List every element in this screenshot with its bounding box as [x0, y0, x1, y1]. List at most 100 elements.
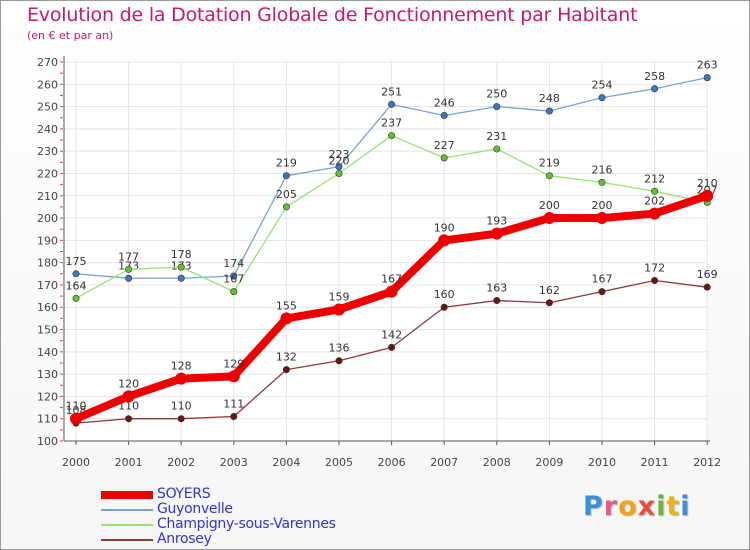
data-label: 251: [381, 85, 402, 98]
data-point: [227, 370, 240, 383]
data-point: [388, 343, 396, 351]
legend-label: Guyonvelle: [157, 501, 233, 517]
x-tick-label: 2012: [693, 456, 721, 469]
x-tick-label: 2009: [535, 456, 563, 469]
data-point: [545, 172, 553, 180]
data-point: [125, 274, 133, 282]
data-label: 142: [381, 328, 402, 341]
y-tick-label: 120: [37, 390, 58, 403]
x-tick-label: 2006: [378, 456, 406, 469]
y-tick-label: 100: [37, 435, 58, 448]
data-point: [335, 357, 343, 365]
data-label: 237: [381, 117, 402, 130]
data-label: 200: [592, 199, 613, 212]
data-label: 110: [66, 400, 87, 413]
legend-swatch: [101, 523, 153, 526]
y-tick-label: 200: [37, 212, 58, 225]
y-tick-label: 260: [37, 78, 58, 91]
logo-letter: o: [618, 491, 638, 522]
data-point: [596, 212, 608, 225]
data-point: [70, 412, 82, 425]
x-tick-label: 2010: [588, 456, 616, 469]
data-point: [440, 303, 448, 311]
data-point: [282, 203, 290, 211]
data-point: [280, 312, 293, 325]
data-label: 190: [434, 221, 455, 234]
data-label: 227: [434, 139, 455, 152]
data-point: [651, 187, 659, 195]
y-tick-label: 130: [37, 368, 58, 381]
logo-letter: r: [603, 491, 619, 522]
chart-title: Evolution de la Dotation Globale de Fonc…: [27, 4, 638, 26]
data-label: 231: [486, 130, 507, 143]
data-label: 202: [644, 195, 665, 208]
y-tick-label: 190: [37, 234, 58, 247]
x-tick-label: 2011: [641, 456, 669, 469]
data-label: 128: [171, 360, 192, 373]
data-point: [648, 207, 661, 220]
data-point: [388, 132, 396, 140]
data-point: [175, 372, 188, 385]
logo-letter: i: [680, 491, 691, 522]
data-point: [493, 145, 501, 153]
x-tick-label: 2004: [272, 456, 300, 469]
data-label: 174: [223, 257, 244, 270]
y-tick-label: 160: [37, 301, 58, 314]
data-point: [545, 107, 553, 115]
data-point: [230, 288, 238, 296]
legend-label: Anrosey: [157, 531, 212, 547]
data-label: 177: [118, 250, 139, 263]
data-label: 254: [592, 79, 613, 92]
data-label: 164: [66, 279, 87, 292]
data-point: [598, 178, 606, 186]
data-label: 160: [434, 288, 455, 301]
data-label: 159: [329, 290, 350, 303]
data-label: 111: [223, 397, 244, 410]
data-point: [543, 212, 556, 225]
y-tick-label: 240: [37, 123, 58, 136]
y-tick-label: 220: [37, 167, 58, 180]
data-point: [125, 415, 133, 423]
data-label: 263: [697, 59, 718, 72]
legend-swatch: [101, 508, 153, 511]
data-label: 136: [329, 342, 350, 355]
data-point: [598, 94, 606, 102]
data-point: [545, 299, 553, 307]
data-point: [598, 288, 606, 296]
data-label: 155: [276, 299, 297, 312]
logo-letter: P: [583, 491, 604, 522]
data-point: [440, 154, 448, 162]
data-point: [703, 283, 711, 291]
data-label: 210: [697, 177, 718, 190]
data-point: [230, 272, 238, 280]
data-point: [335, 169, 343, 177]
data-label: 167: [592, 273, 613, 286]
y-tick-label: 180: [37, 257, 58, 270]
data-label: 132: [276, 351, 297, 364]
data-point: [282, 366, 290, 374]
data-point: [122, 390, 135, 403]
proxiti-logo: Proxiti: [583, 491, 691, 522]
data-point: [72, 270, 80, 278]
data-point: [230, 412, 238, 420]
x-tick-label: 2005: [325, 456, 353, 469]
logo-letter: x: [637, 491, 657, 522]
x-tick-label: 2007: [430, 456, 458, 469]
data-label: 248: [539, 92, 560, 105]
data-label: 258: [644, 70, 665, 83]
data-label: 212: [644, 172, 665, 185]
data-point: [651, 85, 659, 93]
data-point: [177, 274, 185, 282]
y-tick-label: 110: [37, 413, 58, 426]
chart-subtitle: (en € et par an): [27, 29, 114, 42]
data-label: 110: [171, 400, 192, 413]
x-tick-label: 2008: [483, 456, 511, 469]
data-point: [490, 227, 503, 240]
data-label: 200: [539, 199, 560, 212]
data-point: [493, 297, 501, 305]
data-label: 193: [486, 215, 507, 228]
data-label: 120: [118, 377, 139, 390]
y-tick-label: 250: [37, 101, 58, 114]
y-tick-label: 170: [37, 279, 58, 292]
